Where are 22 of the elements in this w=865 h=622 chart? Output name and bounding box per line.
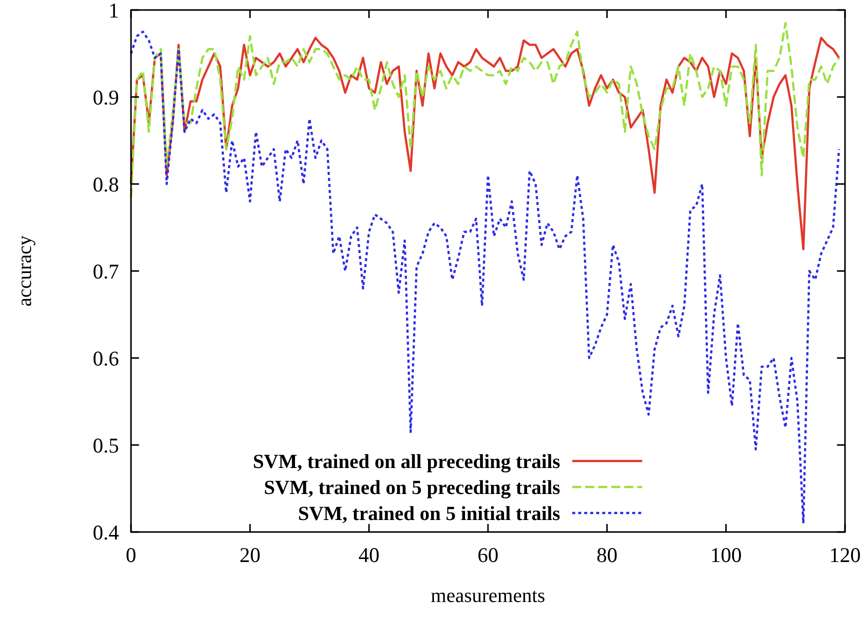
x-tick-label: 0 bbox=[126, 543, 136, 567]
legend-label: SVM, trained on all preceding trails bbox=[252, 451, 560, 473]
x-tick-label: 120 bbox=[829, 543, 861, 567]
y-tick-label: 0.5 bbox=[92, 433, 119, 458]
x-tick-label: 20 bbox=[240, 543, 260, 567]
line-series bbox=[130, 22, 840, 198]
legend-label: SVM, trained on 5 preceding trails bbox=[264, 477, 560, 499]
y-tick-label: 0.6 bbox=[92, 346, 119, 370]
line-series bbox=[130, 30, 840, 524]
x-tick-label: 80 bbox=[596, 543, 618, 567]
x-tick-label: 100 bbox=[710, 543, 742, 567]
y-axis-title: accuracy bbox=[14, 235, 36, 307]
y-tick-label: 0.8 bbox=[92, 172, 119, 196]
line-series bbox=[130, 36, 840, 250]
y-tick-label: 0.9 bbox=[92, 85, 119, 110]
y-tick-label: 0.4 bbox=[92, 520, 120, 544]
y-tick-label: 1 bbox=[108, 0, 119, 22]
x-axis-title: measurements bbox=[430, 585, 546, 607]
y-tick-label: 0.7 bbox=[92, 259, 119, 284]
x-tick-label: 40 bbox=[358, 543, 380, 567]
legend-label: SVM, trained on 5 initial trails bbox=[298, 503, 560, 525]
x-tick-label: 60 bbox=[478, 543, 498, 567]
